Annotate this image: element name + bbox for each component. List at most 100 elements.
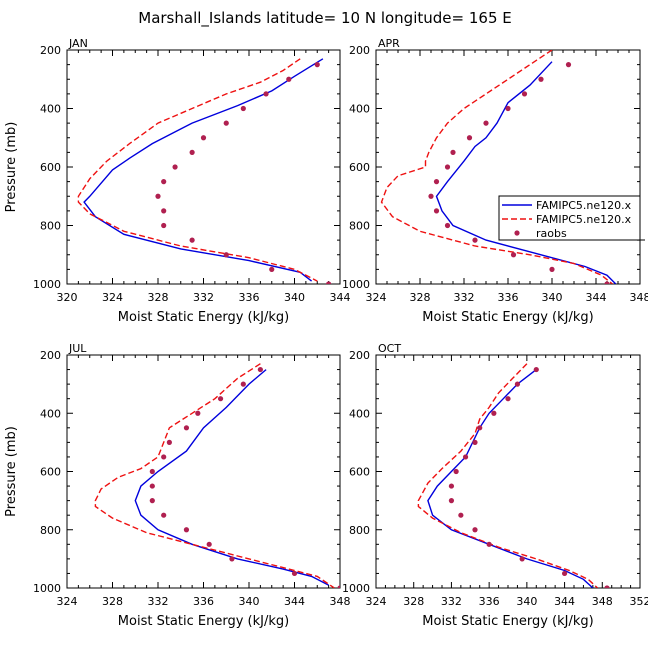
model-dashed-line [417, 363, 599, 588]
raobs-point [433, 208, 440, 214]
raobs-point [337, 585, 340, 588]
plot-area [77, 58, 332, 284]
x-tick-label: 340 [284, 291, 305, 304]
x-tick-label: 344 [284, 595, 305, 608]
panel-title: OCT [378, 342, 401, 355]
y-axis-label: Pressure (mb) [4, 426, 19, 517]
raobs-point [458, 512, 464, 518]
model-solid-line [134, 369, 329, 586]
raobs-point [466, 135, 473, 141]
raobs-point [217, 396, 224, 402]
x-tick-label: 340 [516, 595, 537, 608]
x-tick-label: 324 [366, 595, 387, 608]
raobs-point [161, 454, 167, 460]
raobs-point [161, 512, 167, 518]
y-tick-label: 600 [349, 466, 370, 479]
y-tick-label: 400 [349, 103, 370, 116]
raobs-point [326, 281, 332, 284]
raobs-point [505, 396, 511, 402]
x-tick-label: 344 [330, 291, 351, 304]
y-tick-label: 800 [349, 524, 370, 537]
raobs-point [183, 527, 190, 533]
x-tick-label: 332 [193, 291, 214, 304]
model-dashed-line [380, 50, 613, 284]
panel-apr: 324 328 332 336 340 344 348 200 400 600 800 1000 APR… [342, 37, 648, 325]
raobs-point [286, 76, 292, 82]
panel-jul: 324 328 332 336 340 344 348 200 400 600 800 1000 JUL… [4, 342, 351, 629]
x-tick-label: 348 [330, 595, 351, 608]
model-solid-line [83, 58, 324, 282]
raobs-point [223, 120, 229, 126]
panel-oct: 324 328 332 336 340 344 348 352 200 400 600 800 1000… [342, 342, 648, 629]
x-tick-label: 328 [148, 291, 169, 304]
y-tick-label: 200 [40, 44, 61, 57]
x-tick-label: 344 [554, 595, 575, 608]
y-tick-label: 200 [349, 349, 370, 362]
x-tick-label: 348 [592, 595, 613, 608]
plot-frame [375, 49, 641, 285]
plot-frame [66, 49, 341, 285]
raobs-point [149, 468, 155, 475]
raobs-point [314, 62, 320, 68]
x-tick-label: 336 [193, 595, 214, 608]
y-tick-label: 800 [40, 524, 61, 537]
y-tick-label: 800 [40, 220, 61, 233]
y-tick-label: 600 [40, 161, 61, 174]
raobs-point [161, 208, 167, 214]
x-tick-label: 328 [102, 595, 123, 608]
raobs-point [183, 425, 190, 431]
plot-area [94, 363, 340, 588]
model-dashed-line [94, 363, 335, 588]
raobs-point [161, 222, 167, 229]
raobs-point [521, 91, 528, 97]
x-axis-label: Moist Static Energy (kJ/kg) [422, 310, 593, 325]
raobs-point [604, 281, 610, 284]
panel-title: JAN [68, 37, 88, 50]
raobs-point [462, 454, 469, 460]
plot-area [380, 50, 617, 284]
raobs-point [472, 237, 478, 243]
legend-label: FAMIPC5.ne120.x [536, 213, 632, 226]
y-tick-label: 1000 [342, 278, 370, 291]
raobs-point [472, 439, 478, 445]
raobs-point [240, 105, 246, 112]
raobs-point [433, 179, 440, 185]
raobs-point [263, 91, 269, 97]
raobs-point [149, 498, 155, 504]
raobs-point [223, 252, 229, 258]
x-tick-label: 332 [148, 595, 169, 608]
model-solid-line [427, 369, 594, 588]
raobs-point [206, 541, 212, 547]
y-tick-label: 1000 [33, 278, 61, 291]
raobs-point [448, 498, 455, 504]
y-tick-label: 1000 [33, 582, 61, 595]
figure-title: Marshall_Islands latitude= 10 N longitud… [138, 9, 511, 28]
raobs-point [538, 76, 544, 82]
y-tick-label: 200 [40, 349, 61, 362]
x-tick-label: 336 [498, 291, 519, 304]
raobs-point [161, 179, 167, 185]
raobs-point [155, 193, 161, 199]
raobs-point [240, 381, 246, 387]
x-tick-label: 324 [57, 595, 78, 608]
y-tick-label: 1000 [342, 582, 370, 595]
x-tick-label: 352 [630, 595, 648, 608]
raobs-point [189, 237, 195, 243]
panel-title: APR [378, 37, 400, 50]
raobs-point [486, 541, 492, 547]
raobs-point [483, 120, 489, 126]
x-tick-label: 328 [410, 291, 431, 304]
raobs-point [444, 222, 451, 229]
x-tick-label: 336 [479, 595, 500, 608]
raobs-point [505, 105, 511, 112]
raobs-point [472, 527, 478, 533]
legend-box [498, 195, 641, 241]
raobs-point [166, 439, 172, 445]
y-tick-label: 600 [40, 466, 61, 479]
x-tick-label: 348 [630, 291, 648, 304]
panels: 320 324 328 332 336 340 344 200 400 600 800 1000 JAN… [4, 37, 648, 629]
x-tick-label: 340 [239, 595, 260, 608]
raobs-point [549, 266, 555, 272]
